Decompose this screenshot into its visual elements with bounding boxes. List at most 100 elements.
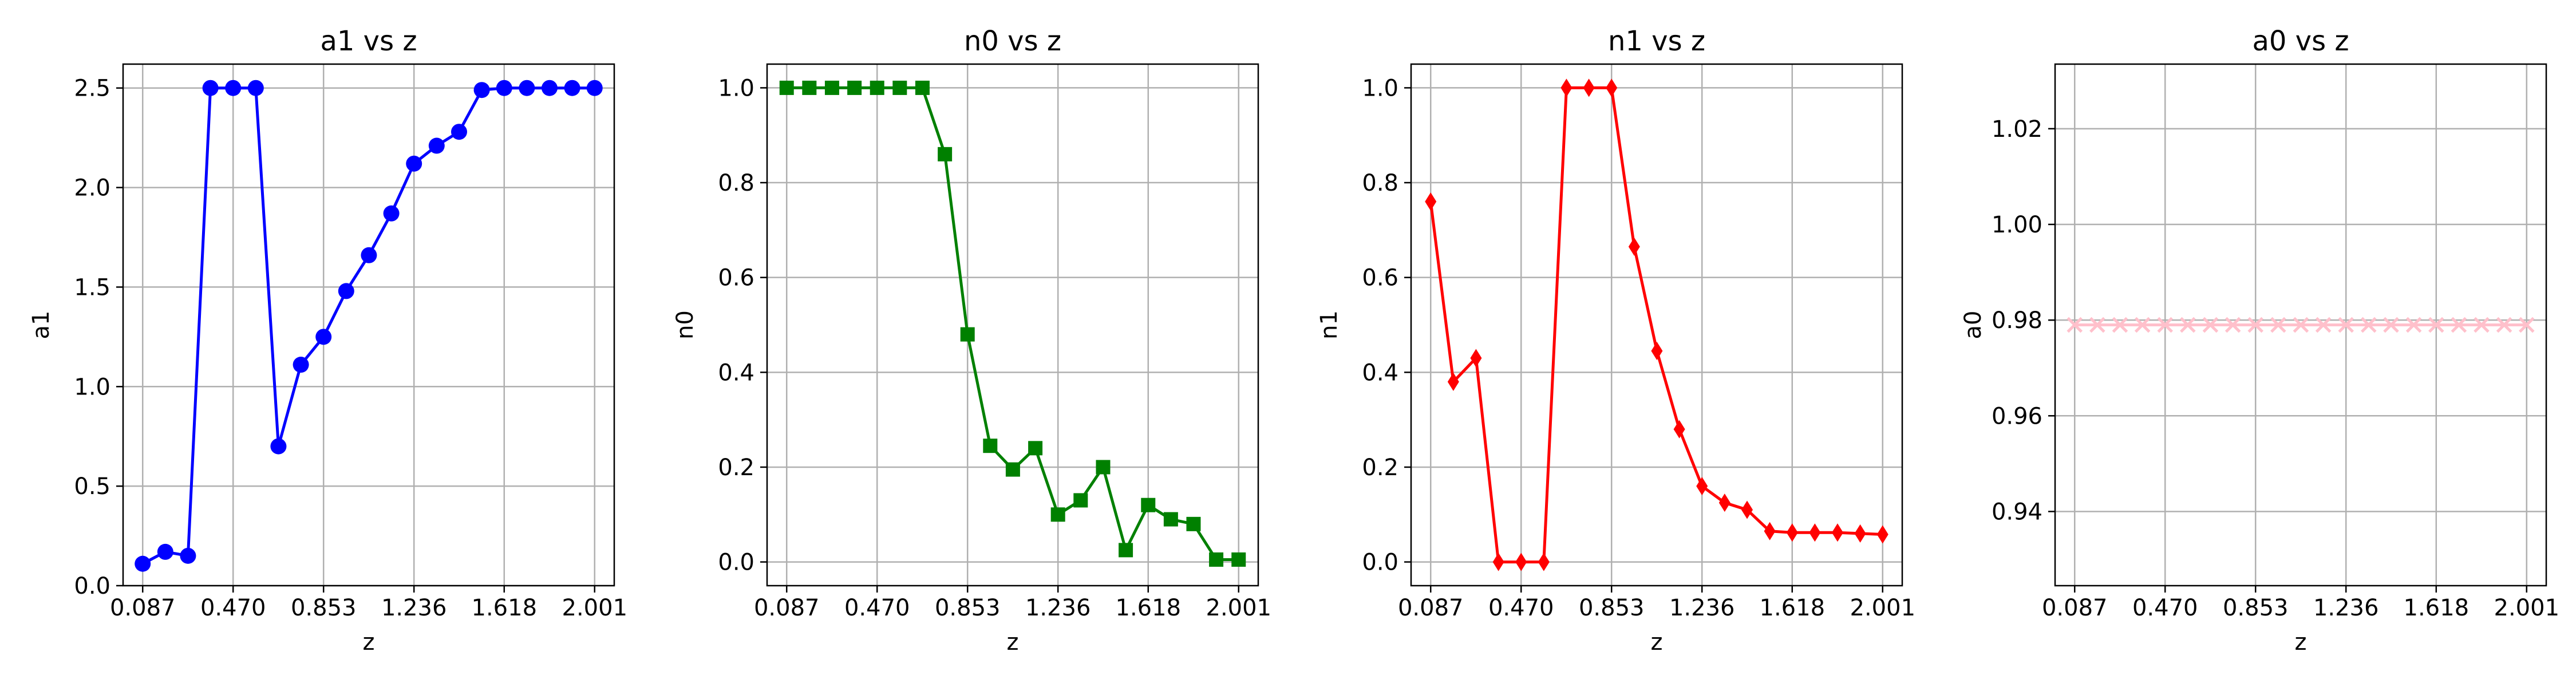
plot-area (123, 64, 614, 586)
x-tick-label: 2.001 (1206, 595, 1272, 621)
data-point (2247, 317, 2263, 333)
data-point (2496, 317, 2512, 333)
x-tick-label: 2.001 (562, 595, 628, 621)
data-point (2338, 317, 2354, 333)
data-point (870, 80, 884, 95)
data-point (1515, 552, 1527, 571)
chart-title: n0 vs z (964, 25, 1061, 57)
x-tick-label: 1.618 (1760, 595, 1826, 621)
data-point (2383, 317, 2399, 333)
x-tick-label: 1.236 (1025, 595, 1091, 621)
data-point (2089, 317, 2105, 333)
data-point (1628, 237, 1640, 256)
data-point (1050, 507, 1065, 522)
data-point (541, 80, 558, 96)
x-axis-label: z (2295, 629, 2307, 656)
data-point (2293, 317, 2309, 333)
x-tick-label: 1.236 (381, 595, 447, 621)
data-point (1538, 552, 1550, 571)
plot-area (1411, 64, 1902, 586)
y-tick-label: 0.2 (1362, 455, 1398, 481)
data-point (2180, 317, 2196, 333)
x-tick-label: 2.001 (2494, 595, 2560, 621)
y-tick-label: 1.0 (1362, 75, 1398, 101)
y-tick-label: 0.6 (718, 265, 754, 291)
data-point (2225, 317, 2241, 333)
chart-panel-2: 0.087 0.470 0.853 1.236 1.618 2.001 0.0 0.2 0.4 0… (672, 25, 1271, 656)
x-tick-label: 0.470 (2132, 595, 2198, 621)
data-point (1673, 420, 1685, 439)
y-tick-label: 0.0 (1362, 550, 1398, 576)
data-point (2361, 317, 2377, 333)
y-axis-label: n0 (672, 310, 698, 339)
data-point (1073, 493, 1088, 508)
x-tick-label: 0.087 (110, 595, 176, 621)
x-tick-label: 1.236 (1669, 595, 1735, 621)
data-point (2428, 317, 2444, 333)
data-point (824, 80, 839, 95)
data-point (2270, 317, 2286, 333)
chart-panel-3: 0.087 0.470 0.853 1.236 1.618 2.001 0.0 0.2 0.4 0… (1316, 25, 1915, 656)
x-axis-label: z (363, 629, 375, 656)
data-point (519, 80, 535, 96)
x-axis-label: z (1007, 629, 1019, 656)
chart-panel-1: 0.087 0.470 0.853 1.236 1.618 2.001 0.0 0.5 1.0 1… (28, 25, 627, 656)
y-tick-label: 0.94 (1992, 499, 2042, 525)
data-point (1119, 543, 1133, 558)
data-point (1470, 349, 1482, 368)
y-axis-label: a0 (1960, 311, 1986, 339)
data-point (451, 124, 467, 140)
chart-title: a0 vs z (2252, 25, 2349, 57)
data-point (1492, 552, 1504, 571)
data-point (1231, 552, 1246, 567)
data-point (2474, 317, 2490, 333)
data-point (1606, 78, 1618, 97)
y-tick-label: 0.0 (74, 573, 110, 599)
x-tick-label: 0.853 (2223, 595, 2289, 621)
y-tick-label: 1.0 (718, 75, 754, 101)
data-point (1786, 523, 1798, 542)
y-tick-label: 0.8 (718, 170, 754, 196)
data-point (1447, 372, 1459, 391)
data-point (135, 555, 151, 572)
y-axis-label: a1 (28, 311, 54, 339)
data-point (293, 357, 309, 373)
data-point (1876, 525, 1888, 544)
data-point (892, 80, 907, 95)
data-point (225, 80, 242, 96)
data-point (383, 205, 400, 222)
data-point (428, 137, 445, 154)
data-point (586, 80, 603, 96)
y-tick-label: 2.0 (74, 175, 110, 202)
data-point (960, 327, 975, 342)
data-point (2202, 317, 2219, 333)
data-point (983, 439, 998, 453)
data-point (779, 80, 794, 95)
data-point (802, 80, 817, 95)
y-tick-label: 0.6 (1362, 265, 1398, 291)
data-point (2315, 317, 2332, 333)
data-point (1718, 493, 1730, 512)
x-tick-label: 0.470 (200, 595, 266, 621)
x-tick-label: 0.853 (1579, 595, 1645, 621)
data-point (2451, 317, 2467, 333)
data-point (1583, 78, 1595, 97)
data-point (406, 155, 422, 172)
data-point (473, 82, 490, 98)
data-point (1854, 524, 1866, 543)
data-point (1425, 192, 1437, 211)
data-point (2405, 317, 2422, 333)
data-point (1764, 522, 1776, 540)
data-point (2067, 317, 2083, 333)
chart-title: n1 vs z (1608, 25, 1705, 57)
data-point (938, 147, 953, 161)
x-tick-label: 1.236 (2313, 595, 2379, 621)
data-point (1096, 460, 1111, 475)
x-tick-label: 1.618 (1116, 595, 1182, 621)
data-point (915, 80, 930, 95)
data-point (270, 438, 287, 455)
data-point (1809, 523, 1821, 542)
y-tick-label: 0.4 (718, 360, 754, 386)
x-tick-label: 1.618 (472, 595, 538, 621)
